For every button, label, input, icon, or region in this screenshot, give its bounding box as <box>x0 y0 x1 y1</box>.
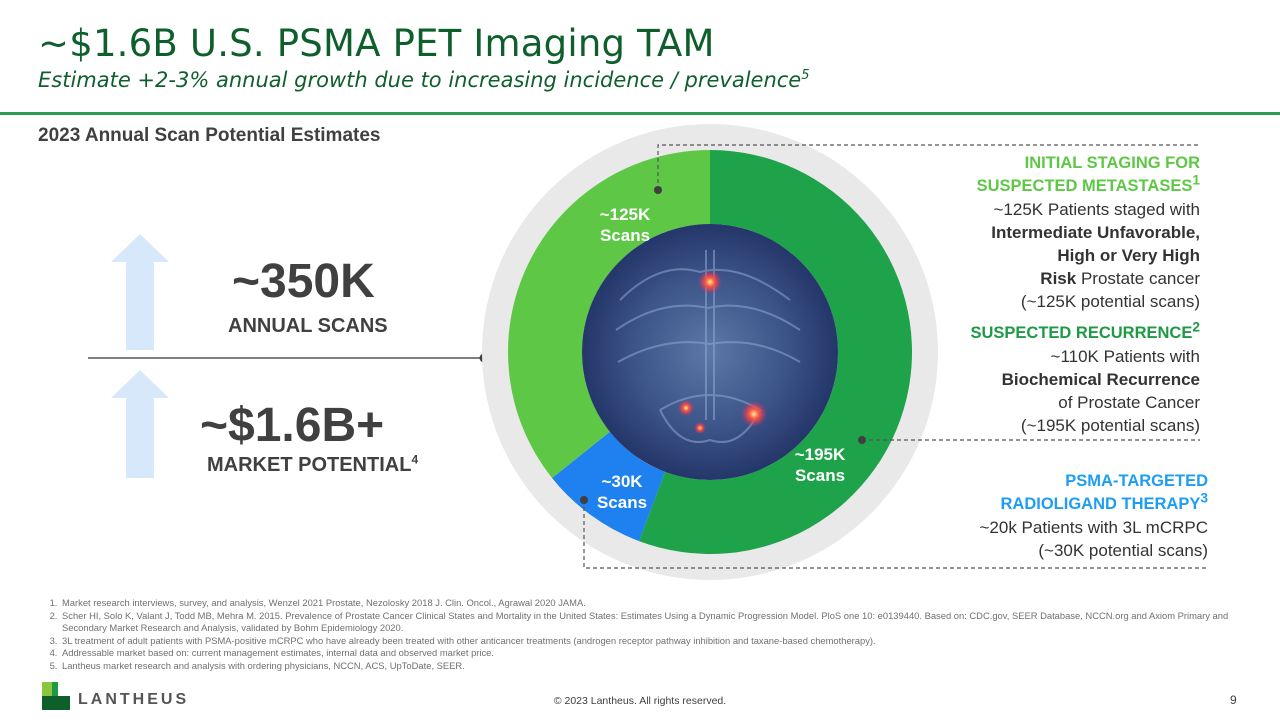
market-potential-value: ~$1.6B+ <box>200 399 385 452</box>
recurrence-footnote-ref: 2 <box>1192 319 1200 335</box>
therapy-line-1: ~20k Patients with 3L mCRPC <box>979 518 1209 537</box>
recurrence-title: SUSPECTED RECURRENCE2 <box>970 319 1200 345</box>
staging-title-2: SUSPECTED METASTASES1 <box>976 172 1200 198</box>
slice-label-therapy: ~30K Scans <box>597 472 647 512</box>
therapy-title-2-text: RADIOLIGAND THERAPY <box>1000 495 1201 513</box>
footnotes-list: Market research interviews, survey, and … <box>40 597 1275 673</box>
leader-dot-staging <box>654 186 662 194</box>
page-subtitle: Estimate +2-3% annual growth due to incr… <box>38 68 810 92</box>
up-arrow-icon <box>111 370 169 478</box>
footnote-item: Scher HI, Solo K, Valant J, Todd MB, Meh… <box>60 610 1275 635</box>
annual-scans-label: ANNUAL SCANS <box>228 315 388 337</box>
slice-label-staging: ~125K Scans <box>600 205 651 245</box>
subtitle-footnote-ref: 5 <box>801 68 810 83</box>
therapy-title-2: RADIOLIGAND THERAPY3 <box>980 490 1209 516</box>
lantheus-logo-text: LANTHEUS <box>78 691 190 708</box>
staging-line-3: High or Very High <box>1057 246 1200 265</box>
section-title: 2023 Annual Scan Potential Estimates <box>38 125 381 146</box>
slice-staging <box>508 150 710 478</box>
staging-title-1: INITIAL STAGING FOR <box>1024 154 1200 172</box>
footnote-item: 3L treatment of adult patients with PSMA… <box>60 635 1275 648</box>
staging-line-5: (~125K potential scans) <box>1020 292 1200 311</box>
staging-line-4-bold: Risk <box>1040 269 1077 288</box>
callout-leader-lines <box>583 144 1208 569</box>
staging-line-4: Risk Prostate cancer <box>977 267 1200 290</box>
recurrence-line-2: Biochemical Recurrence <box>1001 370 1200 389</box>
footnote-item: Addressable market based on: current man… <box>60 647 1275 660</box>
slice-therapy <box>552 431 666 542</box>
annual-scans-value: ~350K <box>232 255 375 308</box>
recurrence-line-1: ~110K Patients with <box>1050 347 1200 366</box>
up-arrow-icon <box>111 234 169 350</box>
footnote-item: Market research interviews, survey, and … <box>60 597 1275 610</box>
market-potential-label: MARKET POTENTIAL4 <box>207 452 419 477</box>
leader-dot-therapy <box>580 496 588 504</box>
pet-scan-image <box>582 224 838 480</box>
page-title: ~$1.6B U.S. PSMA PET Imaging TAM <box>38 22 715 65</box>
page-number: 9 <box>1230 693 1237 707</box>
footnote-item: Lantheus market research and analysis wi… <box>60 660 1275 673</box>
staging-line-4-text: Prostate cancer <box>1076 269 1200 288</box>
arrows-graphic <box>111 234 169 478</box>
recurrence-line-4: (~195K potential scans) <box>1020 416 1200 435</box>
slice-recurrence <box>639 150 912 554</box>
staging-footnote-ref: 1 <box>1192 172 1200 188</box>
callout-initial-staging: INITIAL STAGING FOR SUSPECTED METASTASES… <box>977 152 1200 313</box>
market-footnote-ref: 4 <box>411 452 419 467</box>
recurrence-line-3: of Prostate Cancer <box>1058 393 1200 412</box>
therapy-line-2: (~30K potential scans) <box>1038 541 1208 560</box>
lantheus-logo-icon <box>42 682 70 710</box>
slice-label-recurrence: ~195K Scans <box>795 445 846 485</box>
market-potential-text: MARKET POTENTIAL <box>207 454 412 476</box>
callout-recurrence: SUSPECTED RECURRENCE2 ~110K Patients wit… <box>970 319 1200 437</box>
header-divider <box>0 112 1280 115</box>
recurrence-title-text: SUSPECTED RECURRENCE <box>970 324 1193 342</box>
subtitle-text: Estimate +2-3% annual growth due to incr… <box>38 68 802 92</box>
therapy-title-1: PSMA-TARGETED <box>1065 472 1208 490</box>
callout-therapy: PSMA-TARGETED RADIOLIGAND THERAPY3 ~20k … <box>980 470 1209 562</box>
staging-title-2-text: SUSPECTED METASTASES <box>976 177 1193 195</box>
copyright-text: © 2023 Lantheus. All rights reserved. <box>553 695 727 707</box>
therapy-footnote-ref: 3 <box>1200 490 1208 506</box>
staging-line-1: ~125K Patients staged with <box>993 200 1201 219</box>
staging-line-2: Intermediate Unfavorable, <box>991 223 1200 242</box>
leader-dot-recurrence <box>858 436 866 444</box>
